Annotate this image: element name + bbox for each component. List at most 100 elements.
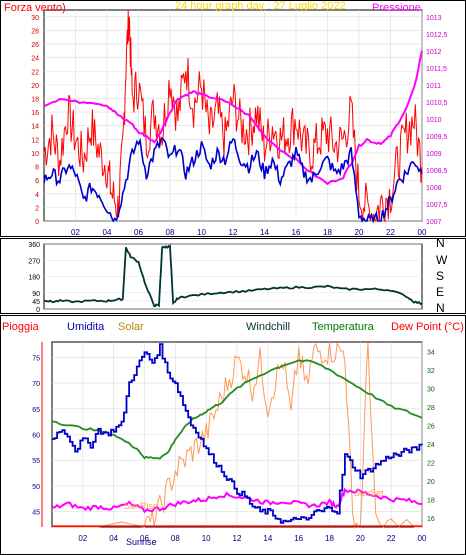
wind-force-label: Forza vento) bbox=[4, 2, 66, 14]
bottom-left-tick-label: 60 bbox=[32, 433, 40, 440]
top-right-tick-label: 1012,5 bbox=[426, 32, 448, 39]
top-x-tick-label: 18 bbox=[323, 228, 332, 237]
humidity-label: Umidita bbox=[67, 321, 105, 333]
sunset-marker: SunSet bbox=[354, 488, 384, 498]
top-left-tick-label: 24 bbox=[31, 56, 39, 63]
top-left-tick-label: 2 bbox=[35, 205, 39, 212]
top-right-tick-label: 1011 bbox=[426, 83, 441, 90]
sunrise-marker: SunRise bbox=[124, 501, 158, 511]
top-left-tick-label: 0 bbox=[35, 219, 39, 226]
bottom-right-tick-label: 28 bbox=[427, 405, 435, 412]
bottom-x-tick-label: 18 bbox=[325, 534, 334, 543]
top-left-tick-label: 16 bbox=[31, 110, 39, 117]
bottom-right-tick-label: 26 bbox=[427, 423, 435, 430]
bottom-x-tick-label: 06 bbox=[140, 534, 149, 543]
top-x-tick-label: 20 bbox=[355, 228, 364, 237]
temperature-series-line bbox=[51, 359, 423, 460]
bottom-x-tick-label: 22 bbox=[387, 534, 396, 543]
bottom-x-tick-label: 20 bbox=[356, 534, 365, 543]
dewpoint-label: Dew Point (°C) bbox=[391, 321, 464, 333]
pressure-label: Pressione bbox=[372, 2, 421, 14]
top-x-tick-label: 14 bbox=[260, 228, 269, 237]
top-x-tick-label: 06 bbox=[134, 228, 143, 237]
bottom-right-tick-label: 32 bbox=[427, 368, 435, 375]
bottom-right-tick-label: 30 bbox=[427, 386, 435, 393]
solar-label: Solar bbox=[118, 321, 144, 333]
bottom-left-tick-label: 50 bbox=[32, 484, 40, 491]
bottom-right-tick-label: 18 bbox=[427, 497, 435, 504]
top-x-tick-label: 04 bbox=[103, 228, 112, 237]
wind-dir-tick-label: 90 bbox=[32, 291, 40, 298]
wind-dir-tick-label: 45 bbox=[32, 299, 40, 306]
top-x-tick-label: 16 bbox=[292, 228, 301, 237]
bottom-series bbox=[51, 341, 423, 529]
top-x-tick-label: 22 bbox=[386, 228, 395, 237]
top-left-tick-label: 26 bbox=[31, 42, 39, 49]
bottom-x-tick-label: 02 bbox=[78, 534, 87, 543]
bottom-ticks: 45 50 55 60 65 70 75 16 18 20 22 24 26 28 30 32 34 02 04 06… bbox=[32, 342, 435, 543]
wind-dir-tick-label: 0 bbox=[36, 307, 40, 314]
bottom-x-tick-label: 04 bbox=[109, 534, 118, 543]
top-right-tick-label: 1010 bbox=[426, 117, 442, 124]
bottom-x-tick-label: 16 bbox=[294, 534, 303, 543]
pressure-series-line bbox=[43, 50, 423, 186]
bottom-right-tick-label: 24 bbox=[427, 442, 435, 449]
top-ticks: 02468101214161820222426283010071007,5100… bbox=[31, 15, 447, 237]
top-left-tick-label: 8 bbox=[35, 165, 39, 172]
top-left-tick-label: 30 bbox=[31, 15, 39, 22]
top-right-tick-label: 1009,5 bbox=[426, 134, 448, 141]
wind-dir-tick-label: 180 bbox=[28, 275, 40, 282]
top-x-tick-label: 12 bbox=[229, 228, 238, 237]
top-x-tick-label: 08 bbox=[166, 228, 175, 237]
top-right-tick-label: 1010,5 bbox=[426, 100, 448, 107]
bottom-right-tick-label: 16 bbox=[427, 516, 435, 523]
top-left-tick-label: 6 bbox=[35, 178, 39, 185]
rain-label: Pioggia bbox=[2, 321, 40, 333]
top-x-tick-label: 10 bbox=[197, 228, 206, 237]
top-left-tick-label: 22 bbox=[31, 69, 39, 76]
top-right-tick-label: 1008,5 bbox=[426, 168, 448, 175]
bottom-left-tick-label: 70 bbox=[32, 381, 40, 388]
bottom-left-tick-label: 55 bbox=[32, 458, 40, 465]
compass-label: S bbox=[436, 269, 444, 283]
bottom-x-tick-label: 00 bbox=[418, 534, 427, 543]
bottom-x-tick-label: 14 bbox=[263, 534, 272, 543]
humidity-series-line bbox=[52, 343, 423, 524]
compass-label: W bbox=[436, 253, 448, 267]
bottom-gridlines bbox=[52, 342, 423, 527]
top-right-tick-label: 1011,5 bbox=[426, 66, 447, 73]
bottom-right-tick-label: 20 bbox=[427, 479, 435, 486]
top-left-tick-label: 14 bbox=[31, 124, 39, 131]
wind-direction-line bbox=[43, 244, 423, 308]
compass-label: N bbox=[436, 301, 445, 315]
bottom-left-tick-label: 65 bbox=[32, 407, 40, 414]
top-left-tick-label: 12 bbox=[31, 137, 39, 144]
top-right-tick-label: 1007 bbox=[426, 219, 442, 226]
top-left-tick-label: 28 bbox=[31, 28, 39, 35]
wind-series-line bbox=[43, 137, 423, 224]
top-left-tick-label: 20 bbox=[31, 83, 39, 90]
temperature-label: Temperatura bbox=[312, 321, 375, 333]
top-gridlines bbox=[44, 10, 423, 222]
top-right-tick-label: 1012 bbox=[426, 49, 442, 56]
bottom-x-tick-label: 10 bbox=[202, 534, 211, 543]
top-x-tick-label: 00 bbox=[418, 228, 427, 237]
windchill-label: Windchill bbox=[246, 321, 290, 333]
bottom-x-tick-label: 12 bbox=[233, 534, 242, 543]
bottom-right-tick-label: 22 bbox=[427, 460, 435, 467]
top-left-tick-label: 18 bbox=[31, 96, 39, 103]
bottom-right-tick-label: 34 bbox=[427, 349, 435, 356]
top-right-tick-label: 1009 bbox=[426, 151, 442, 158]
top-right-tick-label: 1008 bbox=[426, 185, 442, 192]
top-series bbox=[43, 9, 423, 224]
top-right-tick-label: 1013 bbox=[426, 15, 442, 22]
dewpoint-series-line bbox=[51, 487, 423, 514]
bottom-x-tick-label: 08 bbox=[171, 534, 180, 543]
top-chart-title: 24 hour graph day : 27 Luglio 2022 bbox=[175, 0, 346, 12]
wind-dir-tick-label: 360 bbox=[28, 242, 40, 249]
top-left-tick-label: 10 bbox=[31, 151, 39, 158]
